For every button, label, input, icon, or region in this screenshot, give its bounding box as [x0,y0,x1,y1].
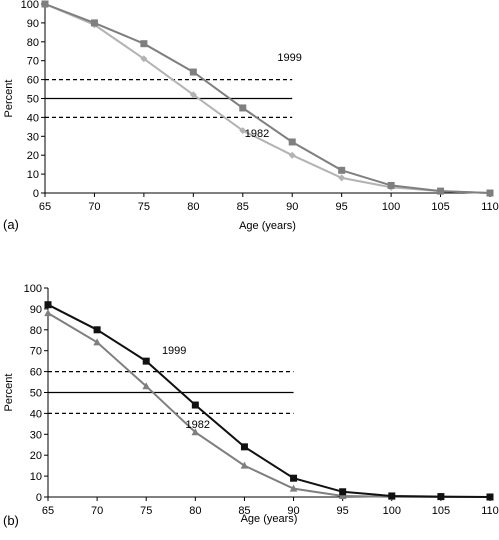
x-axis-title: Age (years) [239,220,296,232]
y-tick-label: 10 [27,169,39,181]
y-tick-label: 80 [27,37,39,49]
y-tick-label: 70 [27,56,39,68]
y-tick-label: 100 [24,283,42,295]
x-tick-label: 95 [336,201,348,213]
data-point [486,493,494,501]
y-tick-label: 90 [27,18,39,30]
x-tick-label: 65 [42,505,54,517]
data-point [288,138,296,146]
series-label-1999: 1999 [277,52,301,64]
y-tick-label: 20 [30,450,42,462]
data-point [239,127,247,135]
y-tick-label: 0 [33,188,39,200]
x-tick-label: 85 [237,201,249,213]
x-tick-label: 105 [432,505,450,517]
y-tick-label: 40 [27,112,39,124]
x-tick-label: 80 [187,201,199,213]
y-tick-label: 60 [27,75,39,87]
y-tick-label: 10 [30,471,42,483]
x-tick-label: 110 [481,201,499,213]
y-tick-label: 50 [30,388,42,400]
data-point [290,474,298,482]
x-tick-label: 80 [189,505,201,517]
y-tick-label: 90 [30,304,42,316]
data-point [486,189,494,197]
data-point [191,428,200,436]
y-tick-label: 30 [30,429,42,441]
y-tick-label: 30 [27,131,39,143]
y-tick-label: 20 [27,150,39,162]
chart-panel-b: 0 10 20 30 40 50 60 70 80 90 100 65 70 75 80 85 90 95 100 1… [3,283,499,528]
x-tick-label: 105 [431,201,449,213]
x-tick-label: 75 [138,201,150,213]
series-label-1982: 1982 [245,128,269,140]
x-tick-label: 90 [286,201,298,213]
y-tick-label: 60 [30,367,42,379]
chart-panel-a: 0 10 20 30 40 50 60 70 80 90 100 65 70 75 80 85 90 95 100 1… [3,0,499,232]
data-point [93,338,101,346]
data-point [142,357,150,365]
y-tick-label: 70 [30,346,42,358]
data-point [387,181,395,189]
x-tick-label: 75 [140,505,152,517]
x-tick-label: 85 [238,505,250,517]
data-point [239,104,247,112]
x-axis-title: Age (years) [241,513,298,525]
data-point [142,382,151,390]
data-point [437,493,445,501]
y-tick-label: 40 [30,408,42,420]
y-axis-title: Percent [3,80,15,118]
panel-label: (b) [3,513,19,528]
panel-label: (a) [3,217,19,232]
data-point [289,484,298,492]
series-label-1999: 1999 [162,345,186,357]
data-point [44,309,52,317]
data-point [388,492,396,500]
data-point [41,0,49,8]
data-point [93,326,101,334]
data-point [44,301,52,309]
y-tick-label: 100 [21,0,39,11]
data-point [140,40,148,48]
x-tick-label: 110 [481,505,499,517]
series-line-1999 [47,303,491,498]
data-point [90,19,98,27]
x-tick-label: 100 [383,505,401,517]
data-point [240,461,249,469]
x-tick-label: 65 [39,201,51,213]
data-point [140,55,148,63]
data-point [240,443,248,451]
data-point [338,166,346,174]
x-tick-label: 70 [91,505,103,517]
y-tick-label: 50 [27,94,39,106]
y-tick-label: 80 [30,325,42,337]
x-tick-label: 95 [337,505,349,517]
data-point [339,488,347,496]
data-point [191,401,199,409]
data-point [437,187,445,195]
series-line-1999 [44,3,491,194]
data-point [338,491,347,499]
y-axis-title: Percent [3,374,15,412]
x-tick-label: 90 [287,505,299,517]
data-point [189,68,197,76]
y-tick-label: 0 [36,492,42,504]
data-point [189,91,197,99]
series-label-1982: 1982 [186,419,210,431]
data-point [338,174,346,182]
x-tick-label: 70 [88,201,100,213]
data-point [288,151,296,159]
x-tick-label: 100 [382,201,400,213]
